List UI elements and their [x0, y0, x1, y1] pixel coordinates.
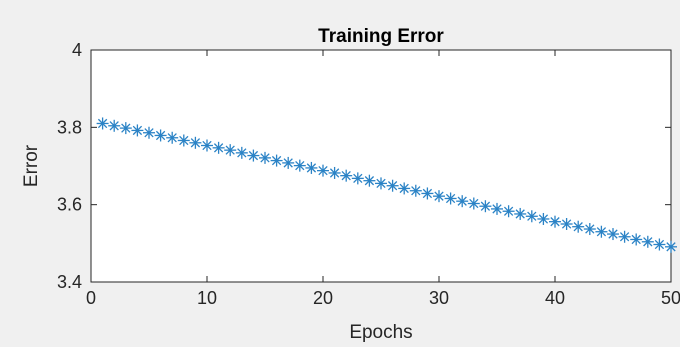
data-point [607, 228, 619, 241]
data-point [131, 124, 144, 137]
data-point [143, 126, 155, 139]
data-series [96, 117, 677, 253]
data-point [479, 200, 492, 213]
data-point [595, 225, 608, 238]
data-point [502, 205, 515, 218]
y-tick-label: 3.6 [57, 195, 82, 215]
data-point [351, 172, 364, 185]
x-tick-label: 20 [313, 288, 333, 308]
x-tick-label: 0 [86, 288, 96, 308]
data-point [630, 233, 643, 246]
data-point [224, 144, 237, 157]
data-point [340, 169, 353, 182]
data-point [398, 182, 411, 195]
data-point [537, 212, 550, 225]
data-point [201, 139, 213, 152]
data-point [293, 159, 306, 172]
data-point [653, 238, 666, 251]
data-point [247, 149, 260, 162]
data-point [560, 218, 573, 230]
data-point [363, 174, 376, 187]
y-tick-label: 3.8 [57, 117, 82, 137]
data-point [572, 220, 585, 233]
data-point [166, 131, 179, 144]
data-point [375, 177, 387, 190]
data-point [317, 164, 329, 177]
data-point [467, 197, 480, 210]
x-tick-label: 50 [661, 288, 680, 308]
x-axis-label: Epochs [349, 322, 412, 342]
data-point [525, 210, 538, 223]
data-point [270, 154, 283, 167]
data-point [96, 117, 109, 130]
y-tick-label: 4 [72, 40, 82, 60]
chart-title: Training Error [318, 26, 444, 47]
data-point [433, 190, 445, 203]
data-point [491, 202, 503, 215]
data-point [583, 223, 596, 236]
data-point [154, 129, 167, 142]
data-point [259, 151, 271, 164]
x-tick-label: 40 [545, 288, 565, 308]
data-point [108, 119, 121, 132]
data-point [235, 146, 248, 159]
data-point [177, 134, 190, 147]
data-point [421, 187, 434, 200]
x-tick-label: 10 [197, 288, 217, 308]
data-point [305, 161, 318, 174]
y-axis-label: Error [21, 144, 42, 187]
plot-area [90, 49, 672, 283]
y-tick-label: 3.4 [57, 272, 82, 292]
axis-ticks: 0 10 20 30 40 50 3.4 3.6 3.8 4 [57, 40, 680, 308]
data-point [665, 240, 677, 253]
data-point [514, 207, 527, 220]
data-point [282, 156, 295, 169]
data-point [409, 184, 422, 197]
data-point [641, 235, 654, 248]
data-point [119, 122, 132, 135]
data-point [189, 136, 202, 149]
data-point [444, 192, 457, 205]
data-point [328, 166, 341, 179]
data-point [549, 215, 561, 228]
data-point [386, 179, 399, 192]
data-point [456, 195, 469, 208]
data-point [212, 141, 225, 154]
data-point [618, 230, 631, 243]
x-tick-label: 30 [429, 288, 449, 308]
